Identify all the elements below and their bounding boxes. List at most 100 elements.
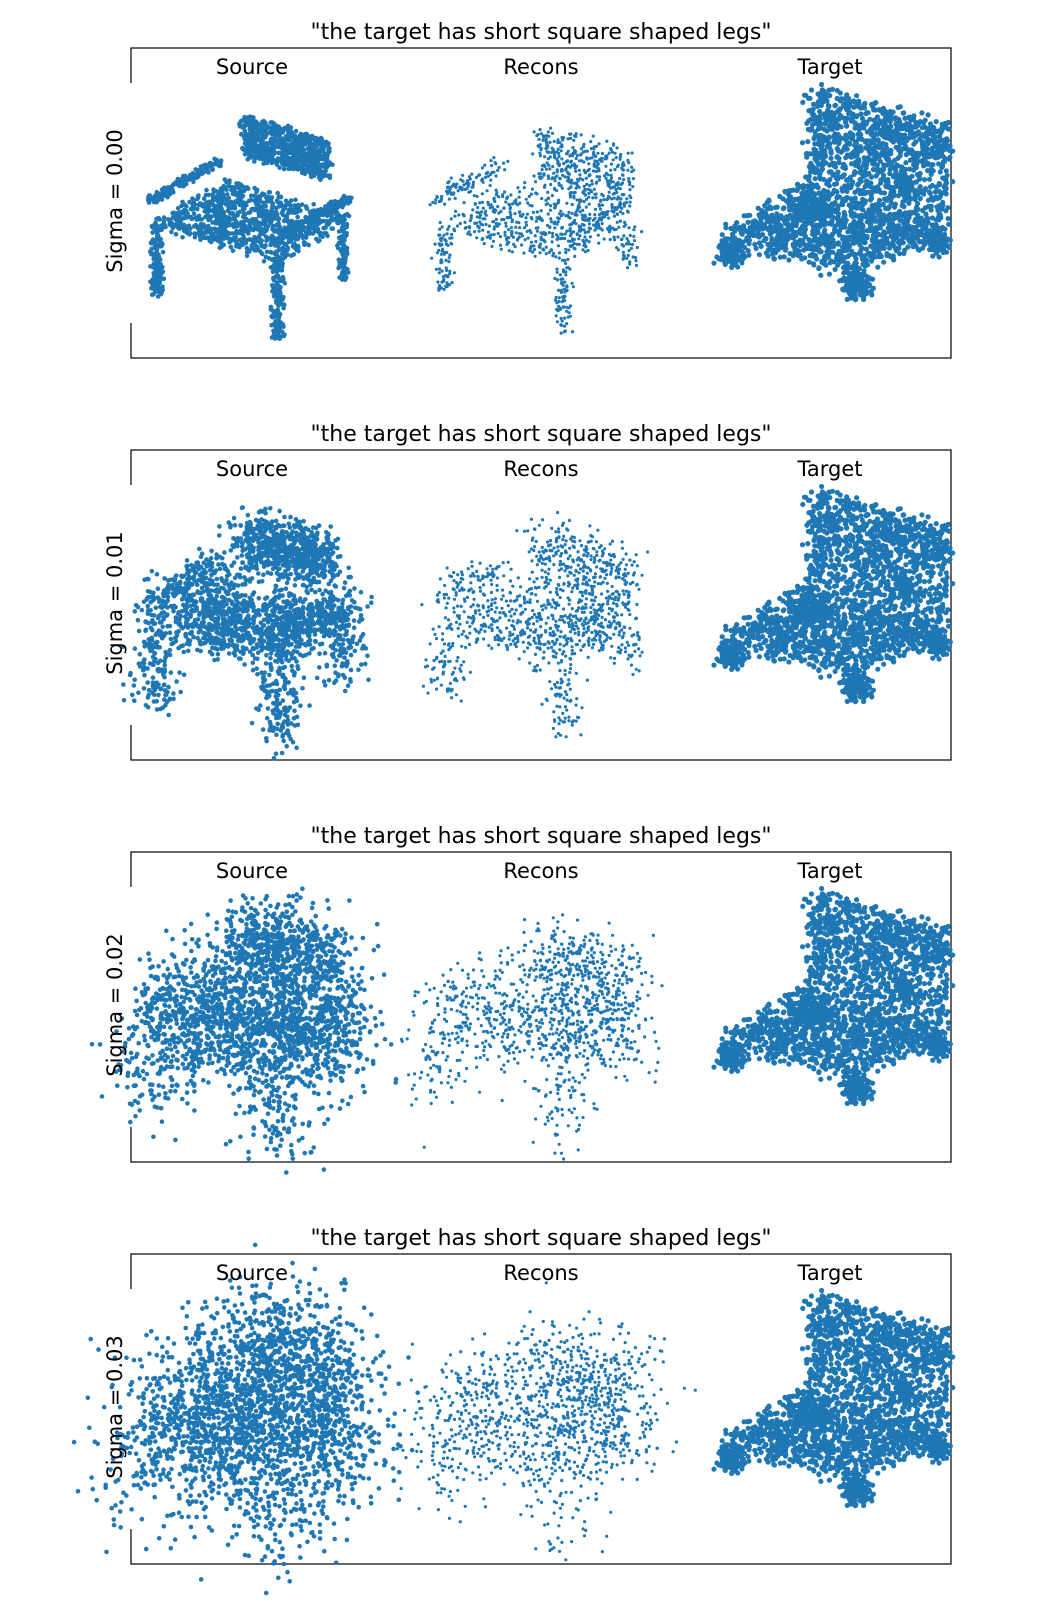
point <box>610 197 614 201</box>
point <box>784 227 790 233</box>
point <box>496 231 500 236</box>
point <box>791 252 797 258</box>
point <box>945 216 951 222</box>
point <box>758 243 764 249</box>
point <box>836 232 842 238</box>
point <box>557 183 562 187</box>
point <box>467 182 471 186</box>
point <box>249 117 254 122</box>
point <box>506 159 510 163</box>
point <box>150 230 155 235</box>
point <box>616 195 620 199</box>
point <box>888 233 894 239</box>
point <box>311 202 317 207</box>
point <box>296 233 302 239</box>
point <box>544 252 548 256</box>
point <box>285 245 291 251</box>
point <box>560 232 564 236</box>
point <box>587 162 591 166</box>
point <box>568 154 572 158</box>
point <box>858 247 864 254</box>
point <box>252 145 258 150</box>
point <box>268 242 273 248</box>
point <box>925 197 932 203</box>
point <box>827 260 833 266</box>
point <box>592 147 596 151</box>
point <box>473 230 477 234</box>
point <box>493 208 497 212</box>
point <box>152 269 157 275</box>
point <box>211 187 216 192</box>
point <box>240 219 245 225</box>
point <box>804 183 810 189</box>
point <box>249 227 254 232</box>
point <box>594 196 598 200</box>
point <box>609 162 614 166</box>
point <box>584 176 588 180</box>
point <box>634 263 639 267</box>
point <box>562 287 567 291</box>
point <box>206 204 212 209</box>
point <box>605 156 609 160</box>
point <box>588 156 592 160</box>
point <box>233 190 238 195</box>
point <box>597 213 602 217</box>
point <box>762 203 768 209</box>
point <box>157 287 162 292</box>
point <box>442 287 446 291</box>
point <box>449 217 453 221</box>
point <box>439 261 443 265</box>
point <box>573 213 577 217</box>
point <box>263 223 269 229</box>
point <box>571 221 575 225</box>
point <box>879 232 885 238</box>
point <box>264 249 270 255</box>
point <box>569 160 573 164</box>
point <box>447 197 451 201</box>
point <box>571 230 576 234</box>
point <box>570 281 574 285</box>
point <box>296 207 302 213</box>
point <box>559 323 563 327</box>
point <box>476 224 480 228</box>
point <box>771 255 777 261</box>
point <box>258 148 264 153</box>
point <box>597 167 601 171</box>
point <box>946 221 952 227</box>
point <box>175 206 181 211</box>
point <box>237 237 243 243</box>
point <box>622 178 626 182</box>
point <box>568 223 572 227</box>
point <box>209 165 214 171</box>
point <box>485 189 489 193</box>
point <box>884 217 890 223</box>
point <box>588 183 592 188</box>
point <box>437 271 441 275</box>
point <box>816 247 822 253</box>
point <box>482 242 486 246</box>
point <box>154 281 160 286</box>
point <box>851 262 857 268</box>
point <box>231 212 236 218</box>
point <box>259 156 264 162</box>
point <box>836 250 843 256</box>
point <box>316 220 322 226</box>
point <box>454 209 458 213</box>
point <box>622 256 626 260</box>
point <box>585 182 589 186</box>
point <box>558 273 563 277</box>
point <box>570 202 574 207</box>
point <box>205 235 210 240</box>
point <box>590 179 594 183</box>
point <box>583 193 588 197</box>
point <box>566 257 570 261</box>
point <box>900 235 906 241</box>
point <box>529 246 533 250</box>
point <box>591 134 595 138</box>
point <box>891 256 897 263</box>
point <box>626 151 630 155</box>
point <box>464 225 468 229</box>
point <box>275 273 281 278</box>
point <box>634 259 638 263</box>
point <box>255 235 260 241</box>
